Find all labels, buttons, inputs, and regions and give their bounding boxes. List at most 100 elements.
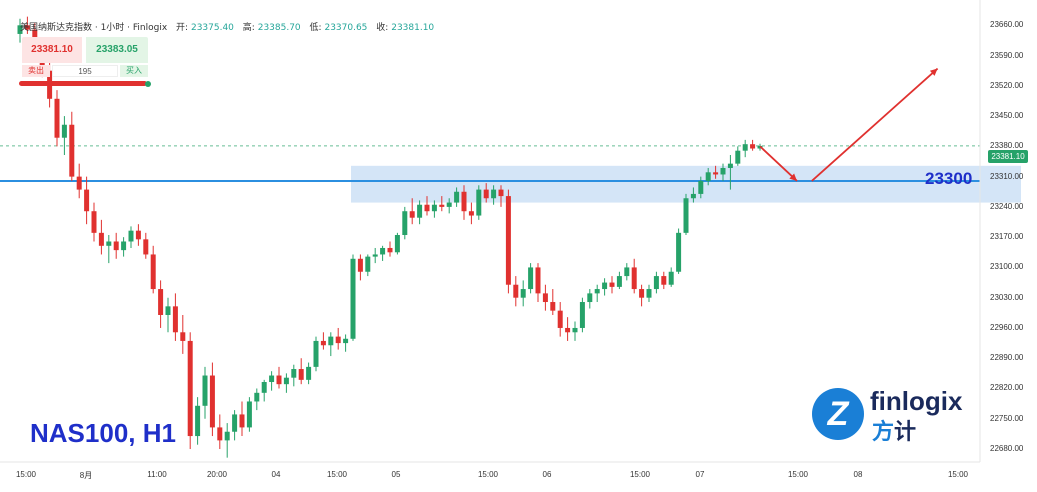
arrow-line: [759, 145, 798, 182]
spread-bar: [19, 81, 147, 86]
candle-body: [550, 302, 556, 311]
candle-body: [269, 375, 275, 383]
level-lines: [0, 145, 980, 182]
candle-body: [61, 124, 67, 138]
candle-body: [387, 247, 393, 253]
candle-body: [261, 382, 267, 393]
candle-body: [727, 163, 733, 168]
logo-name: finlogix: [870, 386, 963, 416]
symbol-label: NAS100, H1: [30, 418, 176, 448]
candle-body: [676, 232, 682, 272]
sell-price-button[interactable]: 23381.10: [22, 37, 82, 63]
candle-body: [54, 98, 60, 138]
low-value: 23370.65: [324, 23, 368, 33]
open-value: 23375.40: [190, 23, 234, 33]
candle-body: [246, 401, 252, 428]
candle-body: [668, 271, 674, 285]
y-tick-label: 22960.00: [990, 322, 1024, 332]
candle-body: [498, 189, 504, 197]
x-tick-label: 15:00: [787, 470, 809, 479]
x-tick-label: 15:00: [629, 470, 651, 479]
candle-body: [720, 167, 726, 175]
logo-cn-left: 方: [872, 419, 895, 444]
y-tick-label: 23310.00: [990, 171, 1024, 181]
candle-body: [306, 366, 312, 380]
candle-body: [609, 282, 615, 287]
candle-body: [254, 392, 260, 402]
candle-body: [639, 289, 645, 298]
candle-body: [380, 247, 386, 255]
candle-body: [616, 276, 622, 287]
quantity-field[interactable]: 195: [52, 65, 118, 77]
logo-mark: Z: [812, 388, 864, 440]
open-label: 开:: [176, 23, 189, 33]
candle-body: [313, 340, 319, 367]
candle-body: [283, 377, 289, 385]
projection-arrows: [759, 67, 939, 182]
x-tick-label: 15:00: [947, 470, 969, 479]
candle-body: [690, 193, 696, 199]
candle-body: [143, 239, 149, 255]
y-tick-label: 23100.00: [990, 262, 1024, 272]
sell-button[interactable]: 卖出: [22, 65, 50, 77]
candle-body: [69, 124, 75, 177]
x-tick-label: 07: [695, 470, 705, 479]
candle-body: [513, 284, 519, 298]
candle-body: [535, 267, 541, 294]
candle-body: [713, 172, 719, 175]
candle-body: [209, 375, 215, 428]
candle-body: [424, 204, 430, 212]
candle-body: [113, 241, 119, 251]
candle-body: [572, 327, 578, 333]
arrow-head: [789, 173, 797, 181]
candle-body: [698, 180, 704, 194]
candle-body: [84, 189, 90, 212]
candle-body: [468, 211, 474, 216]
instrument-title: 美国纳斯达克指数 · 1小时 · Finlogix: [20, 23, 168, 33]
level-label: 23300: [925, 169, 973, 188]
candle-body: [750, 144, 756, 149]
candle-body: [158, 289, 164, 315]
x-tick-label: 05: [391, 470, 401, 479]
buy-price-button[interactable]: 23383.05: [86, 37, 148, 63]
close-value: 23381.10: [391, 23, 435, 33]
candle-body: [446, 202, 452, 207]
candle-body: [335, 336, 341, 344]
candle-body: [121, 241, 127, 251]
y-tick-label: 23590.00: [990, 50, 1024, 60]
candle-body: [661, 276, 667, 285]
low-label: 低:: [309, 23, 322, 33]
x-tick-label: 04: [271, 470, 281, 479]
buy-button[interactable]: 买入: [120, 65, 148, 77]
candle-body: [276, 375, 282, 385]
candle-body: [476, 189, 482, 216]
candle-body: [742, 144, 748, 151]
x-tick-label: 15:00: [15, 470, 37, 479]
candle-body: [17, 25, 23, 34]
candle-body: [602, 282, 608, 290]
y-tick-label: 23240.00: [990, 201, 1024, 211]
close-label: 收:: [376, 23, 389, 33]
spread-bar-dot: [145, 81, 151, 87]
arrow-line: [811, 67, 939, 182]
candle-body: [409, 211, 415, 218]
candle-body: [91, 211, 97, 233]
candle-body: [150, 254, 156, 290]
candle-body: [431, 204, 437, 212]
candle-body: [402, 211, 408, 235]
logo-cn-right: 计: [894, 419, 917, 444]
y-tick-label: 22820.00: [990, 383, 1024, 393]
candle-body: [180, 332, 186, 341]
x-tick-label: 11:00: [147, 470, 167, 479]
candle-body: [520, 289, 526, 298]
candle-body: [461, 191, 467, 212]
candle-body: [483, 189, 489, 199]
x-tick-label: 15:00: [477, 470, 499, 479]
logo-chinese: 方计: [872, 414, 916, 446]
candle-body: [298, 369, 304, 380]
last-price-tag: 23381.10: [988, 150, 1028, 163]
x-tick-label: 20:00: [206, 470, 228, 479]
candle-body: [350, 258, 356, 339]
trade-panel: 23381.10 23383.05 卖出 195 买入: [22, 37, 148, 81]
candle-body: [565, 327, 571, 333]
